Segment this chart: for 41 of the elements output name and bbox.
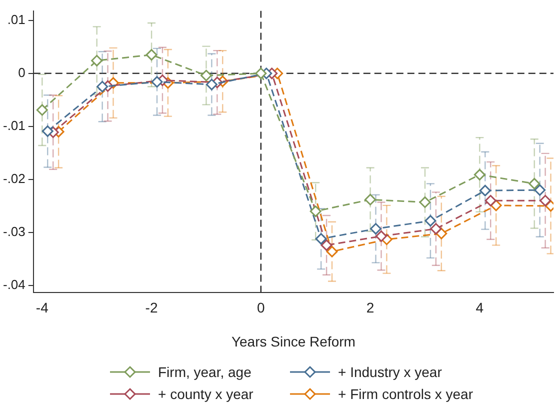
point bbox=[42, 125, 54, 137]
x-tick-label: -2 bbox=[145, 300, 158, 316]
point bbox=[370, 223, 382, 235]
point bbox=[255, 68, 267, 80]
point bbox=[424, 215, 436, 227]
point bbox=[474, 168, 486, 180]
x-tick-label: 4 bbox=[476, 300, 484, 316]
y-tick-label: -.02 bbox=[2, 171, 26, 186]
point bbox=[96, 80, 108, 92]
point bbox=[315, 233, 327, 245]
point bbox=[326, 246, 338, 258]
point bbox=[310, 206, 322, 218]
y-tick-label: -.04 bbox=[2, 277, 26, 292]
x-tick-label: -4 bbox=[36, 300, 49, 316]
legend-label: + county x year bbox=[158, 386, 254, 402]
y-tick-label: -.01 bbox=[2, 118, 26, 133]
x-tick-label: 0 bbox=[257, 300, 266, 316]
point bbox=[534, 184, 546, 196]
point bbox=[484, 194, 496, 206]
y-tick-label: .01 bbox=[7, 12, 26, 27]
y-tick-label: -.03 bbox=[2, 224, 26, 240]
legend-label: Firm, year, age bbox=[158, 364, 252, 380]
point bbox=[36, 104, 48, 116]
point bbox=[419, 196, 431, 208]
point bbox=[364, 194, 376, 206]
x-axis-title: Years Since Reform bbox=[231, 333, 356, 350]
point bbox=[430, 223, 442, 235]
point bbox=[540, 194, 552, 206]
point bbox=[151, 76, 163, 88]
legend-label: + Industry x year bbox=[338, 364, 442, 380]
point bbox=[200, 70, 212, 82]
point bbox=[91, 54, 103, 66]
point bbox=[528, 178, 540, 190]
legend-label: + Firm controls x year bbox=[338, 386, 473, 402]
x-tick-label: 2 bbox=[366, 300, 374, 316]
point bbox=[206, 78, 218, 90]
point bbox=[320, 239, 332, 251]
point bbox=[146, 49, 158, 61]
y-tick-label: 0 bbox=[18, 64, 26, 80]
point bbox=[375, 230, 387, 242]
point bbox=[479, 184, 491, 196]
